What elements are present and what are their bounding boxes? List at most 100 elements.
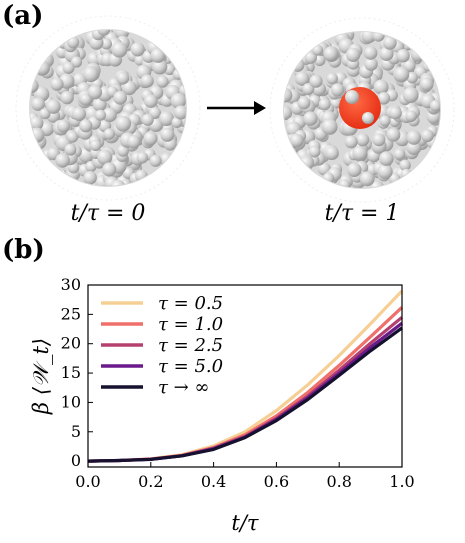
- particle-sphere: [295, 71, 310, 86]
- particle-sphere: [352, 145, 368, 161]
- particle-sphere: [304, 51, 317, 64]
- particle-sphere: [46, 99, 61, 114]
- x-tick-label: 0.6: [264, 472, 289, 491]
- particle-cluster-final: [269, 17, 455, 203]
- particle-sphere: [325, 146, 339, 160]
- particle-sphere: [379, 115, 391, 127]
- particle-sphere: [405, 110, 417, 122]
- particle-sphere: [406, 72, 418, 84]
- y-tick-label: 30: [61, 275, 81, 294]
- particle-sphere: [156, 75, 169, 88]
- particle-sphere: [141, 113, 154, 126]
- particle-sphere: [62, 61, 75, 74]
- particle-sphere: [373, 79, 389, 95]
- particle-sphere: [130, 42, 145, 57]
- series-line: [87, 326, 403, 463]
- particle-sphere: [55, 153, 70, 168]
- particle-sphere: [113, 90, 128, 105]
- legend: τ = 0.5τ = 1.0τ = 2.5τ = 5.0τ → ∞: [101, 293, 223, 398]
- particle-sphere: [345, 47, 361, 62]
- particle-sphere: [160, 127, 175, 142]
- particle-sphere: [406, 130, 422, 145]
- particle-sphere: [136, 152, 149, 164]
- particle-sphere: [429, 99, 440, 112]
- particle-sphere: [393, 148, 406, 160]
- y-tick-label: 15: [61, 363, 81, 382]
- legend-label: τ = 5.0: [158, 356, 223, 377]
- particle-sphere: [115, 115, 132, 132]
- particle-sphere: [171, 117, 183, 128]
- y-tick-label: 10: [61, 392, 81, 411]
- particle-sphere: [323, 46, 338, 62]
- particle-sphere: [356, 133, 370, 147]
- particle-sphere: [330, 83, 345, 97]
- particle-sphere: [143, 131, 158, 146]
- particle-sphere: [94, 109, 106, 121]
- particle-sphere: [152, 59, 168, 75]
- particle-sphere: [102, 162, 117, 177]
- particle-sphere: [383, 36, 397, 50]
- particle-sphere: [149, 154, 162, 167]
- y-tick-label: 25: [61, 304, 81, 323]
- particle-sphere: [83, 66, 99, 83]
- particle-sphere: [170, 93, 186, 109]
- particle-sphere: [318, 98, 331, 111]
- particle-sphere: [344, 135, 358, 149]
- particle-sphere: [127, 135, 141, 149]
- legend-label: τ = 2.5: [158, 335, 223, 356]
- particle-sphere: [379, 151, 394, 166]
- particle-sphere: [31, 97, 45, 111]
- particle-sphere: [386, 127, 401, 142]
- particle-sphere: [79, 93, 92, 106]
- particle-cluster-initial: [15, 15, 201, 201]
- caption-final: t/τ = 1: [325, 201, 400, 226]
- particle-sphere: [347, 162, 362, 177]
- x-axis-label: t/τ: [231, 511, 259, 535]
- particle-sphere: [289, 133, 304, 148]
- particle-sphere: [114, 30, 130, 40]
- particle-sphere: [110, 179, 126, 186]
- particle-sphere: [308, 145, 321, 158]
- particle-sphere: [363, 46, 378, 60]
- particle-sphere: [302, 83, 315, 95]
- particle-sphere: [89, 139, 102, 152]
- particle-sphere: [372, 133, 386, 147]
- y-axis-label: β ⟨𝒲_t⟩: [29, 338, 53, 415]
- y-tick-label: 0: [71, 451, 81, 470]
- particle-sphere: [299, 156, 314, 171]
- particle-sphere: [326, 72, 339, 85]
- x-tick-label: 0.0: [75, 472, 100, 491]
- particle-sphere: [135, 169, 148, 183]
- particle-sphere: [87, 84, 103, 100]
- particle-sphere: [50, 77, 64, 91]
- panel-a-label: (a): [2, 1, 43, 31]
- x-tick-label: 0.2: [138, 472, 163, 491]
- legend-label: τ = 0.5: [158, 293, 223, 314]
- x-tick-label: 0.4: [201, 472, 226, 491]
- particle-sphere: [122, 80, 137, 96]
- particle-sphere: [421, 129, 434, 143]
- particle-sphere: [57, 119, 70, 133]
- particle-sphere: [410, 46, 426, 62]
- x-tick-label: 1.0: [389, 472, 414, 491]
- caption-initial: t/τ = 0: [71, 201, 146, 226]
- particle-sphere: [419, 77, 434, 91]
- particle-sphere: [100, 38, 112, 50]
- particle-sphere: [111, 41, 128, 58]
- particle-sphere: [379, 46, 394, 62]
- particle-sphere: [377, 92, 391, 105]
- particle-sphere: [309, 74, 323, 88]
- particle-sphere: [30, 116, 44, 131]
- particle-sphere: [394, 66, 410, 82]
- particle-sphere: [338, 179, 351, 188]
- particle-sphere: [117, 144, 129, 157]
- particle-sphere: [402, 87, 419, 103]
- particle-sphere: [389, 106, 402, 120]
- particle-sphere: [83, 171, 97, 185]
- particle-sphere: [64, 143, 77, 156]
- panel-b-label: (b): [2, 235, 45, 265]
- inclusion-sphere: [339, 87, 381, 129]
- x-tick-label: 0.8: [326, 472, 351, 491]
- particle-sphere: [311, 44, 324, 56]
